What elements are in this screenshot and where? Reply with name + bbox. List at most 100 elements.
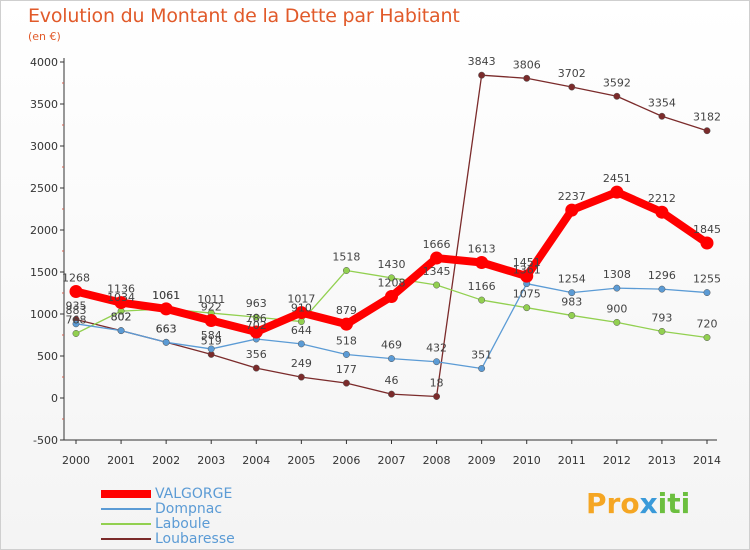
data-label-loubaresse: 3182 xyxy=(693,111,721,124)
data-label-laboule: 1061 xyxy=(152,289,180,302)
data-point-loubaresse xyxy=(433,393,441,400)
data-point-laboule xyxy=(568,311,576,319)
legend-swatch-dompnac xyxy=(101,507,151,510)
data-label-laboule: 1166 xyxy=(468,280,496,293)
data-point-dompnac xyxy=(162,338,170,346)
data-label-loubaresse: 802 xyxy=(111,311,132,324)
data-label-laboule: 1345 xyxy=(423,265,451,278)
data-label-valgorge: 922 xyxy=(201,301,222,314)
data-label-valgorge: 1136 xyxy=(107,283,135,296)
data-point-valgorge xyxy=(610,185,624,199)
data-label-dompnac: 584 xyxy=(201,329,222,342)
legend-label-valgorge: VALGORGE xyxy=(155,485,233,502)
data-point-dompnac xyxy=(658,285,666,293)
data-label-loubaresse: 356 xyxy=(246,348,267,361)
x-tick-label: 2006 xyxy=(332,454,360,467)
data-label-valgorge: 1613 xyxy=(468,243,496,256)
x-tick-label: 2012 xyxy=(603,454,631,467)
data-label-valgorge: 1061 xyxy=(152,289,180,302)
y-tick-label: 3500 xyxy=(30,98,58,111)
data-point-loubaresse xyxy=(523,74,531,82)
data-point-dompnac xyxy=(478,365,486,372)
data-label-loubaresse: 46 xyxy=(385,374,399,387)
logo-text-x: x xyxy=(639,487,658,520)
y-tick-label: 1000 xyxy=(30,308,58,321)
data-point-loubaresse xyxy=(388,390,395,398)
legend: VALGORGE Dompnac Laboule Loubaresse xyxy=(101,485,235,547)
data-label-dompnac: 469 xyxy=(381,339,402,352)
y-tick-label: 2000 xyxy=(30,224,58,237)
legend-label-laboule: Laboule xyxy=(155,515,211,532)
data-label-laboule: 910 xyxy=(291,302,312,315)
data-label-laboule: 1430 xyxy=(378,258,406,271)
logo-text-p: Pro xyxy=(586,487,640,520)
data-point-dompnac xyxy=(568,289,576,297)
y-tick-label: 3000 xyxy=(30,140,58,153)
data-label-valgorge: 2237 xyxy=(558,190,586,203)
data-point-dompnac xyxy=(117,327,125,335)
data-label-dompnac: 1308 xyxy=(603,268,631,281)
data-label-valgorge: 1451 xyxy=(513,256,541,269)
x-tick-label: 2002 xyxy=(152,454,180,467)
data-label-valgorge: 1666 xyxy=(423,238,451,251)
x-tick-label: 2003 xyxy=(197,454,225,467)
data-label-dompnac: 802 xyxy=(111,311,132,324)
y-tick-label: 1500 xyxy=(30,266,58,279)
data-point-dompnac xyxy=(207,345,215,353)
x-tick-label: 2001 xyxy=(107,454,135,467)
data-point-loubaresse xyxy=(568,83,576,91)
data-label-dompnac: 702 xyxy=(246,319,267,332)
data-point-loubaresse xyxy=(297,373,305,381)
data-label-loubaresse: 177 xyxy=(336,363,357,376)
chart-subtitle: (en €) xyxy=(28,30,61,43)
data-point-laboule xyxy=(523,304,531,312)
data-point-valgorge xyxy=(520,269,534,283)
x-tick-label: 2004 xyxy=(242,454,270,467)
data-point-loubaresse xyxy=(658,112,666,120)
data-label-loubaresse: 935 xyxy=(66,299,87,312)
data-label-laboule: 793 xyxy=(651,311,672,324)
data-point-laboule xyxy=(388,274,395,282)
x-tick-label: 2008 xyxy=(423,454,451,467)
legend-label-loubaresse: Loubaresse xyxy=(155,530,235,547)
data-point-laboule xyxy=(658,327,666,335)
data-label-loubaresse: 18 xyxy=(430,376,444,389)
data-label-laboule: 1075 xyxy=(513,288,541,301)
y-tick-label: -500 xyxy=(33,434,58,447)
x-tick-label: 2010 xyxy=(513,454,541,467)
data-label-laboule: 1518 xyxy=(332,250,360,263)
data-label-dompnac: 1296 xyxy=(648,269,676,282)
data-label-valgorge: 2451 xyxy=(603,172,631,185)
data-point-valgorge xyxy=(430,251,444,265)
x-tick-label: 2000 xyxy=(62,454,90,467)
data-point-valgorge xyxy=(204,314,218,328)
data-label-laboule: 900 xyxy=(606,302,627,315)
data-point-valgorge xyxy=(655,205,669,219)
data-label-valgorge: 2212 xyxy=(648,192,676,205)
data-point-loubaresse xyxy=(478,71,486,79)
x-tick-label: 2011 xyxy=(558,454,586,467)
legend-swatch-laboule xyxy=(101,522,151,525)
data-label-loubaresse: 249 xyxy=(291,357,312,370)
data-label-loubaresse: 663 xyxy=(156,322,177,335)
data-label-dompnac: 1255 xyxy=(693,273,721,286)
legend-item-laboule: Laboule xyxy=(101,515,235,532)
data-point-loubaresse xyxy=(613,92,621,100)
data-label-dompnac: 883 xyxy=(66,304,87,317)
data-label-valgorge: 1208 xyxy=(378,277,406,290)
data-label-valgorge: 1017 xyxy=(287,293,315,306)
data-label-dompnac: 1361 xyxy=(513,264,541,277)
data-point-valgorge xyxy=(339,317,353,331)
data-point-loubaresse xyxy=(342,379,350,387)
data-label-laboule: 983 xyxy=(561,295,582,308)
y-tick-label: 4000 xyxy=(30,56,58,69)
data-point-dompnac xyxy=(72,320,80,328)
data-label-laboule: 1034 xyxy=(107,291,135,304)
logo-text-i: iti xyxy=(657,487,691,520)
x-tick-label: 2014 xyxy=(693,454,721,467)
data-point-laboule xyxy=(342,267,350,274)
data-point-valgorge xyxy=(69,284,83,298)
data-point-dompnac xyxy=(342,351,350,358)
